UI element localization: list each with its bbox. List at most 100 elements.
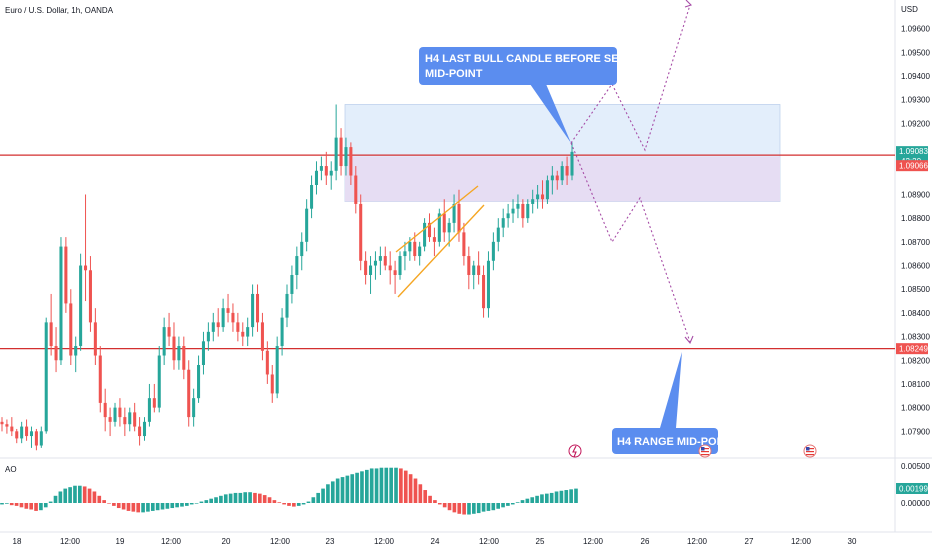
candle[interactable] [324, 151, 328, 185]
candle[interactable] [482, 265, 486, 318]
candle[interactable] [540, 180, 545, 209]
candle[interactable] [354, 166, 358, 214]
candle[interactable] [34, 428, 38, 451]
candle[interactable] [123, 407, 127, 437]
candle[interactable] [172, 322, 176, 370]
candle[interactable] [103, 388, 107, 432]
oscillator-pane[interactable] [0, 467, 578, 515]
candle[interactable] [369, 256, 373, 294]
candle[interactable] [393, 260, 397, 294]
projection-bearish-path[interactable] [570, 142, 691, 343]
candle[interactable] [142, 417, 147, 441]
candle[interactable] [93, 308, 97, 365]
candle[interactable] [5, 419, 9, 434]
candle[interactable] [364, 251, 368, 285]
candle[interactable] [20, 421, 24, 444]
candle[interactable] [113, 402, 117, 427]
candle[interactable] [491, 232, 495, 271]
candle[interactable] [265, 341, 269, 384]
candle[interactable] [432, 227, 436, 257]
candle[interactable] [133, 402, 137, 432]
candle[interactable] [388, 251, 392, 285]
candle[interactable] [270, 365, 274, 403]
callout-last-bull-candle[interactable]: H4 LAST BULL CANDLE BEFORE SELL-OFF MID-… [419, 47, 658, 143]
candle[interactable] [437, 208, 441, 247]
candle[interactable] [477, 251, 481, 285]
candle[interactable] [570, 142, 574, 181]
candle[interactable] [108, 407, 112, 437]
candle[interactable] [246, 317, 250, 347]
candle[interactable] [423, 218, 427, 252]
candle[interactable] [162, 317, 166, 365]
candle[interactable] [147, 383, 151, 427]
candle[interactable] [206, 322, 210, 351]
candle[interactable] [359, 194, 363, 271]
candle[interactable] [300, 232, 304, 271]
candle[interactable] [521, 199, 525, 228]
candle[interactable] [128, 407, 132, 432]
candle[interactable] [526, 199, 530, 223]
projection-bullish-path[interactable] [570, 4, 691, 152]
candle[interactable] [167, 312, 171, 347]
candle[interactable] [275, 336, 279, 399]
candle[interactable] [10, 417, 14, 437]
candle[interactable] [187, 360, 191, 427]
candle[interactable] [555, 170, 559, 190]
support-price-badge[interactable]: 1.08249 [896, 343, 928, 355]
price-axis[interactable]: 1.09600 1.09500 1.09400 1.09300 1.09200 1.089… [901, 25, 930, 437]
candle[interactable] [373, 251, 377, 280]
candle[interactable] [427, 213, 432, 242]
candle[interactable] [452, 194, 456, 233]
candle[interactable] [280, 308, 284, 356]
candle[interactable] [236, 312, 240, 342]
candle[interactable] [192, 388, 196, 427]
candle[interactable] [64, 237, 68, 313]
candle[interactable] [197, 355, 201, 403]
candle[interactable] [472, 260, 476, 290]
us-flag-icon[interactable] [698, 444, 712, 458]
candle[interactable] [545, 175, 549, 204]
candle[interactable] [44, 317, 48, 434]
candle[interactable] [314, 161, 319, 195]
candle[interactable] [226, 293, 230, 323]
oscillator-value-badge[interactable]: 0.00199 [896, 483, 928, 494]
candle[interactable] [49, 293, 53, 356]
candle[interactable] [442, 199, 446, 242]
candle[interactable] [403, 241, 407, 271]
candle[interactable] [251, 284, 255, 337]
candle[interactable] [15, 428, 19, 444]
candle[interactable] [255, 284, 260, 332]
candle[interactable] [69, 289, 73, 365]
candle[interactable] [221, 298, 225, 332]
candle[interactable] [74, 336, 78, 373]
candle[interactable] [516, 194, 520, 219]
candle[interactable] [260, 312, 264, 361]
candle[interactable] [560, 161, 564, 185]
candle[interactable] [79, 253, 83, 351]
candle[interactable] [486, 251, 490, 318]
us-flag-icon[interactable] [803, 444, 817, 458]
candle[interactable] [457, 189, 461, 242]
candle[interactable] [152, 383, 156, 413]
candle[interactable] [536, 185, 540, 209]
wedge-upper-line[interactable] [395, 185, 479, 253]
wedge-lower-line[interactable] [397, 204, 485, 298]
candle[interactable] [550, 166, 554, 195]
candle[interactable] [211, 312, 215, 342]
candle[interactable] [305, 199, 309, 252]
candle[interactable] [349, 142, 353, 185]
candle[interactable] [138, 417, 142, 446]
candle[interactable] [98, 346, 102, 413]
candle[interactable] [241, 322, 245, 347]
candle[interactable] [25, 419, 29, 441]
candle[interactable] [59, 237, 63, 365]
candle[interactable] [216, 308, 220, 337]
candle[interactable] [565, 156, 569, 185]
candle[interactable] [467, 246, 471, 290]
candle[interactable] [182, 336, 186, 380]
candle[interactable] [378, 246, 382, 275]
candle[interactable] [295, 246, 299, 290]
candle[interactable] [383, 246, 387, 271]
candle[interactable] [0, 417, 4, 432]
